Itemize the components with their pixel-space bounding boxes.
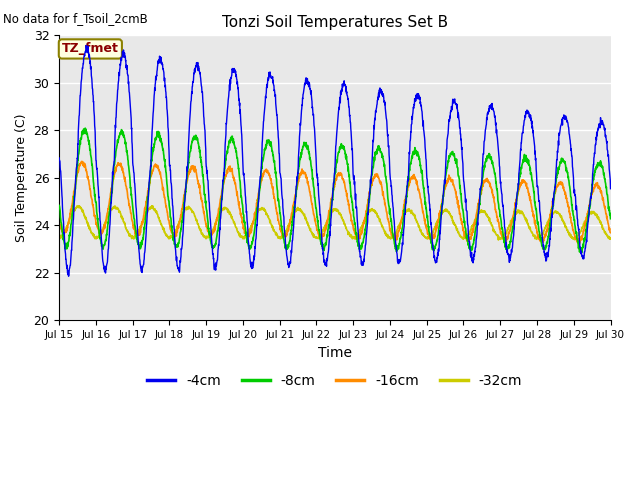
Title: Tonzi Soil Temperatures Set B: Tonzi Soil Temperatures Set B bbox=[222, 15, 448, 30]
Y-axis label: Soil Temperature (C): Soil Temperature (C) bbox=[15, 114, 28, 242]
X-axis label: Time: Time bbox=[318, 346, 352, 360]
Legend: -4cm, -8cm, -16cm, -32cm: -4cm, -8cm, -16cm, -32cm bbox=[142, 368, 528, 393]
Text: TZ_fmet: TZ_fmet bbox=[62, 42, 119, 56]
Text: No data for f_Tsoil_2cmB: No data for f_Tsoil_2cmB bbox=[3, 12, 148, 25]
